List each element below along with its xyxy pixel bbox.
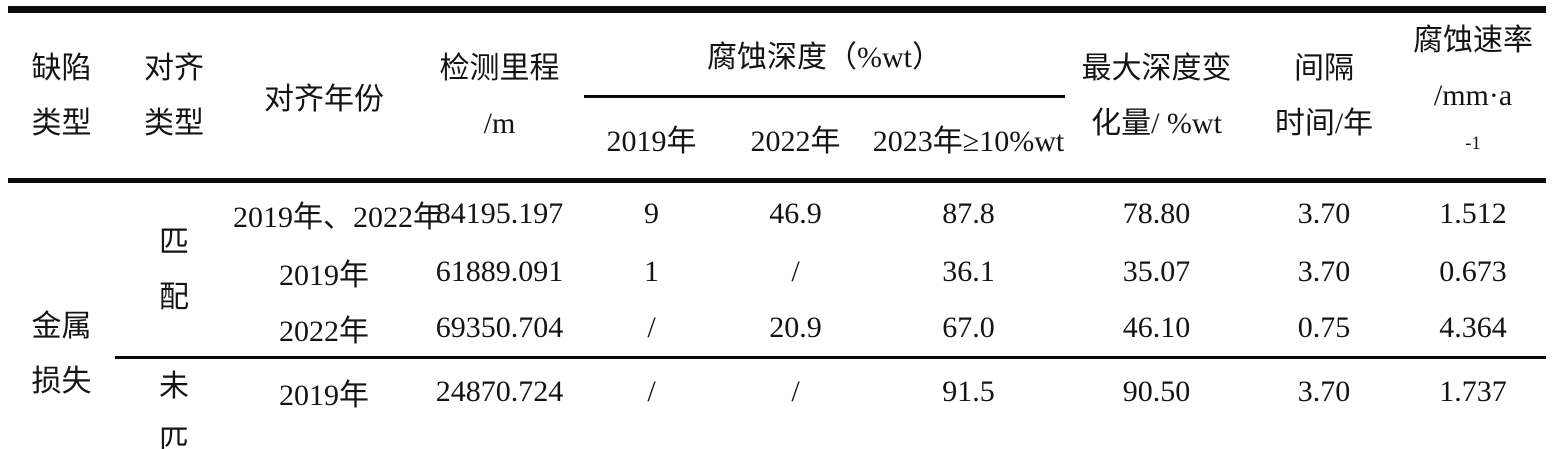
cell-mileage: 24870.724 <box>435 375 564 409</box>
header-corrosion-rate-exponent: -1 <box>1465 133 1481 154</box>
cell-align-type-matched: 匹 配 <box>115 180 233 359</box>
cell-depth-2023: 91.5 <box>942 375 995 409</box>
matched-line2: 配 <box>159 280 189 314</box>
cell-depth-2022: 20.9 <box>719 299 872 359</box>
table-row: 2019年 61889.091 1 / 36.1 35.07 3.70 0.67… <box>8 244 1546 299</box>
header-max-depth-change: 最大深度变 化量/ %wt <box>1065 9 1249 183</box>
cell-align-years: 2019年 <box>279 379 369 413</box>
header-corrosion-rate-unit: /mm·a -1 <box>1400 68 1546 178</box>
header-align-type-line1: 对齐 <box>144 51 204 85</box>
cell-align-type-unmatched: 未 匹 配 <box>115 358 233 449</box>
cell-depth-2023: 36.1 <box>942 254 995 288</box>
cell-max-change: 90.50 <box>1122 375 1191 409</box>
cell-depth-2019: / <box>584 299 719 359</box>
table-row: 未 匹 配 2019年 24870.724 / / 91.5 90.50 3.7… <box>8 358 1546 449</box>
cell-mileage: 84195.197 <box>435 196 564 230</box>
header-align-year: 对齐年份 <box>233 9 415 183</box>
cell-align-years: 2019年 <box>279 258 369 292</box>
cell-depth-2022: / <box>791 375 800 409</box>
header-interval-time-line1: 间隔 <box>1294 51 1355 85</box>
cell-rate: 2.244 <box>1400 426 1546 449</box>
cell-depth-2022: / <box>791 254 800 288</box>
header-interval-time: 间隔 时间/年 <box>1248 9 1401 183</box>
header-align-type: 对齐 类型 <box>115 9 233 183</box>
cell-mileage: 69350.704 <box>415 299 584 359</box>
cell-interval: 0.75 <box>1248 426 1400 449</box>
cell-defect-type-metal-loss: 金属 损失 <box>8 181 115 449</box>
matched-line1: 匹 <box>159 225 189 259</box>
header-detection-mileage-line1: 检测里程 <box>439 51 560 85</box>
corrosion-growth-table: 缺陷 类型 对齐 类型 对齐年份 检测里程 /m 腐蚀深度（%wt） 最大深度变… <box>8 6 1547 449</box>
cell-depth-2023: 87.8 <box>942 196 995 230</box>
cell-depth-2022: / <box>719 426 872 449</box>
metal-loss-line2: 损失 <box>31 364 92 398</box>
cell-max-change: 46.10 <box>1065 299 1249 359</box>
header-corrosion-depth-group: 腐蚀深度（%wt） <box>584 9 1066 99</box>
header-max-depth-change-line2: 化量/ %wt <box>1091 106 1222 140</box>
header-corrosion-rate-line1: 腐蚀速率 <box>1413 24 1534 57</box>
cell-mileage: 61889.091 <box>435 254 564 288</box>
header-align-type-line2: 类型 <box>144 106 204 140</box>
unmatched-line2: 匹 <box>159 425 189 449</box>
header-interval-time-line2: 时间/年 <box>1274 106 1374 140</box>
cell-rate: 1.737 <box>1439 375 1507 409</box>
cell-depth-2023: 24.7 <box>872 426 1065 449</box>
subheader-2022: 2022年 <box>719 96 872 183</box>
header-detection-mileage-unit: /m <box>483 106 516 140</box>
cell-align-years: 2022年 <box>233 426 415 449</box>
header-defect-type-line1: 缺陷 <box>31 51 92 85</box>
cell-depth-2019: / <box>647 375 656 409</box>
cell-depth-2023: 67.0 <box>872 299 1066 359</box>
cell-depth-2022: 46.9 <box>769 196 822 230</box>
header-defect-type-line2: 类型 <box>31 106 92 140</box>
table-row: 2022年 71707.349 / / 24.7 23.70 0.75 2.24… <box>8 426 1546 449</box>
table-row: 金属 损失 匹 配 2019年、2022年 84195.197 9 46.9 8… <box>8 180 1546 398</box>
header-corrosion-rate: 腐蚀速率 /mm·a -1 <box>1400 9 1547 183</box>
cell-depth-2019: 1 <box>644 254 659 288</box>
cell-depth-2019: 9 <box>644 196 659 230</box>
header-row-2: 2019年 2022年 2023年≥10%wt <box>8 96 1546 183</box>
cell-interval: 3.70 <box>1297 196 1351 230</box>
header-corrosion-rate-unit-base: /mm·a <box>1433 79 1513 112</box>
header-row-1: 缺陷 类型 对齐 类型 对齐年份 检测里程 /m 腐蚀深度（%wt） 最大深度变… <box>8 9 1547 183</box>
header-detection-mileage: 检测里程 /m <box>415 9 584 183</box>
cell-rate: 1.512 <box>1439 196 1507 230</box>
cell-rate: 0.673 <box>1439 254 1507 288</box>
cell-max-change: 78.80 <box>1122 196 1191 230</box>
cell-align-years: 2019年、2022年 <box>233 200 443 234</box>
cell-max-change: 23.70 <box>1065 426 1248 449</box>
metal-loss-line1: 金属 <box>31 309 92 343</box>
subheader-2023: 2023年≥10%wt <box>872 96 1066 183</box>
cell-interval: 0.75 <box>1248 299 1401 359</box>
cell-mileage: 71707.349 <box>415 426 584 449</box>
cell-rate: 4.364 <box>1400 299 1547 359</box>
unmatched-line1: 未 <box>159 370 189 403</box>
cell-depth-2019: / <box>584 426 719 449</box>
cell-align-years: 2022年 <box>233 299 415 359</box>
header-defect-type: 缺陷 类型 <box>8 9 115 183</box>
cell-max-change: 35.07 <box>1122 254 1191 288</box>
table-row: 2022年 69350.704 / 20.9 67.0 46.10 0.75 4… <box>8 299 1547 359</box>
header-max-depth-change-line1: 最大深度变 <box>1081 51 1232 85</box>
cell-interval: 3.70 <box>1297 375 1351 409</box>
subheader-2019: 2019年 <box>584 96 719 183</box>
cell-interval: 3.70 <box>1297 254 1351 288</box>
